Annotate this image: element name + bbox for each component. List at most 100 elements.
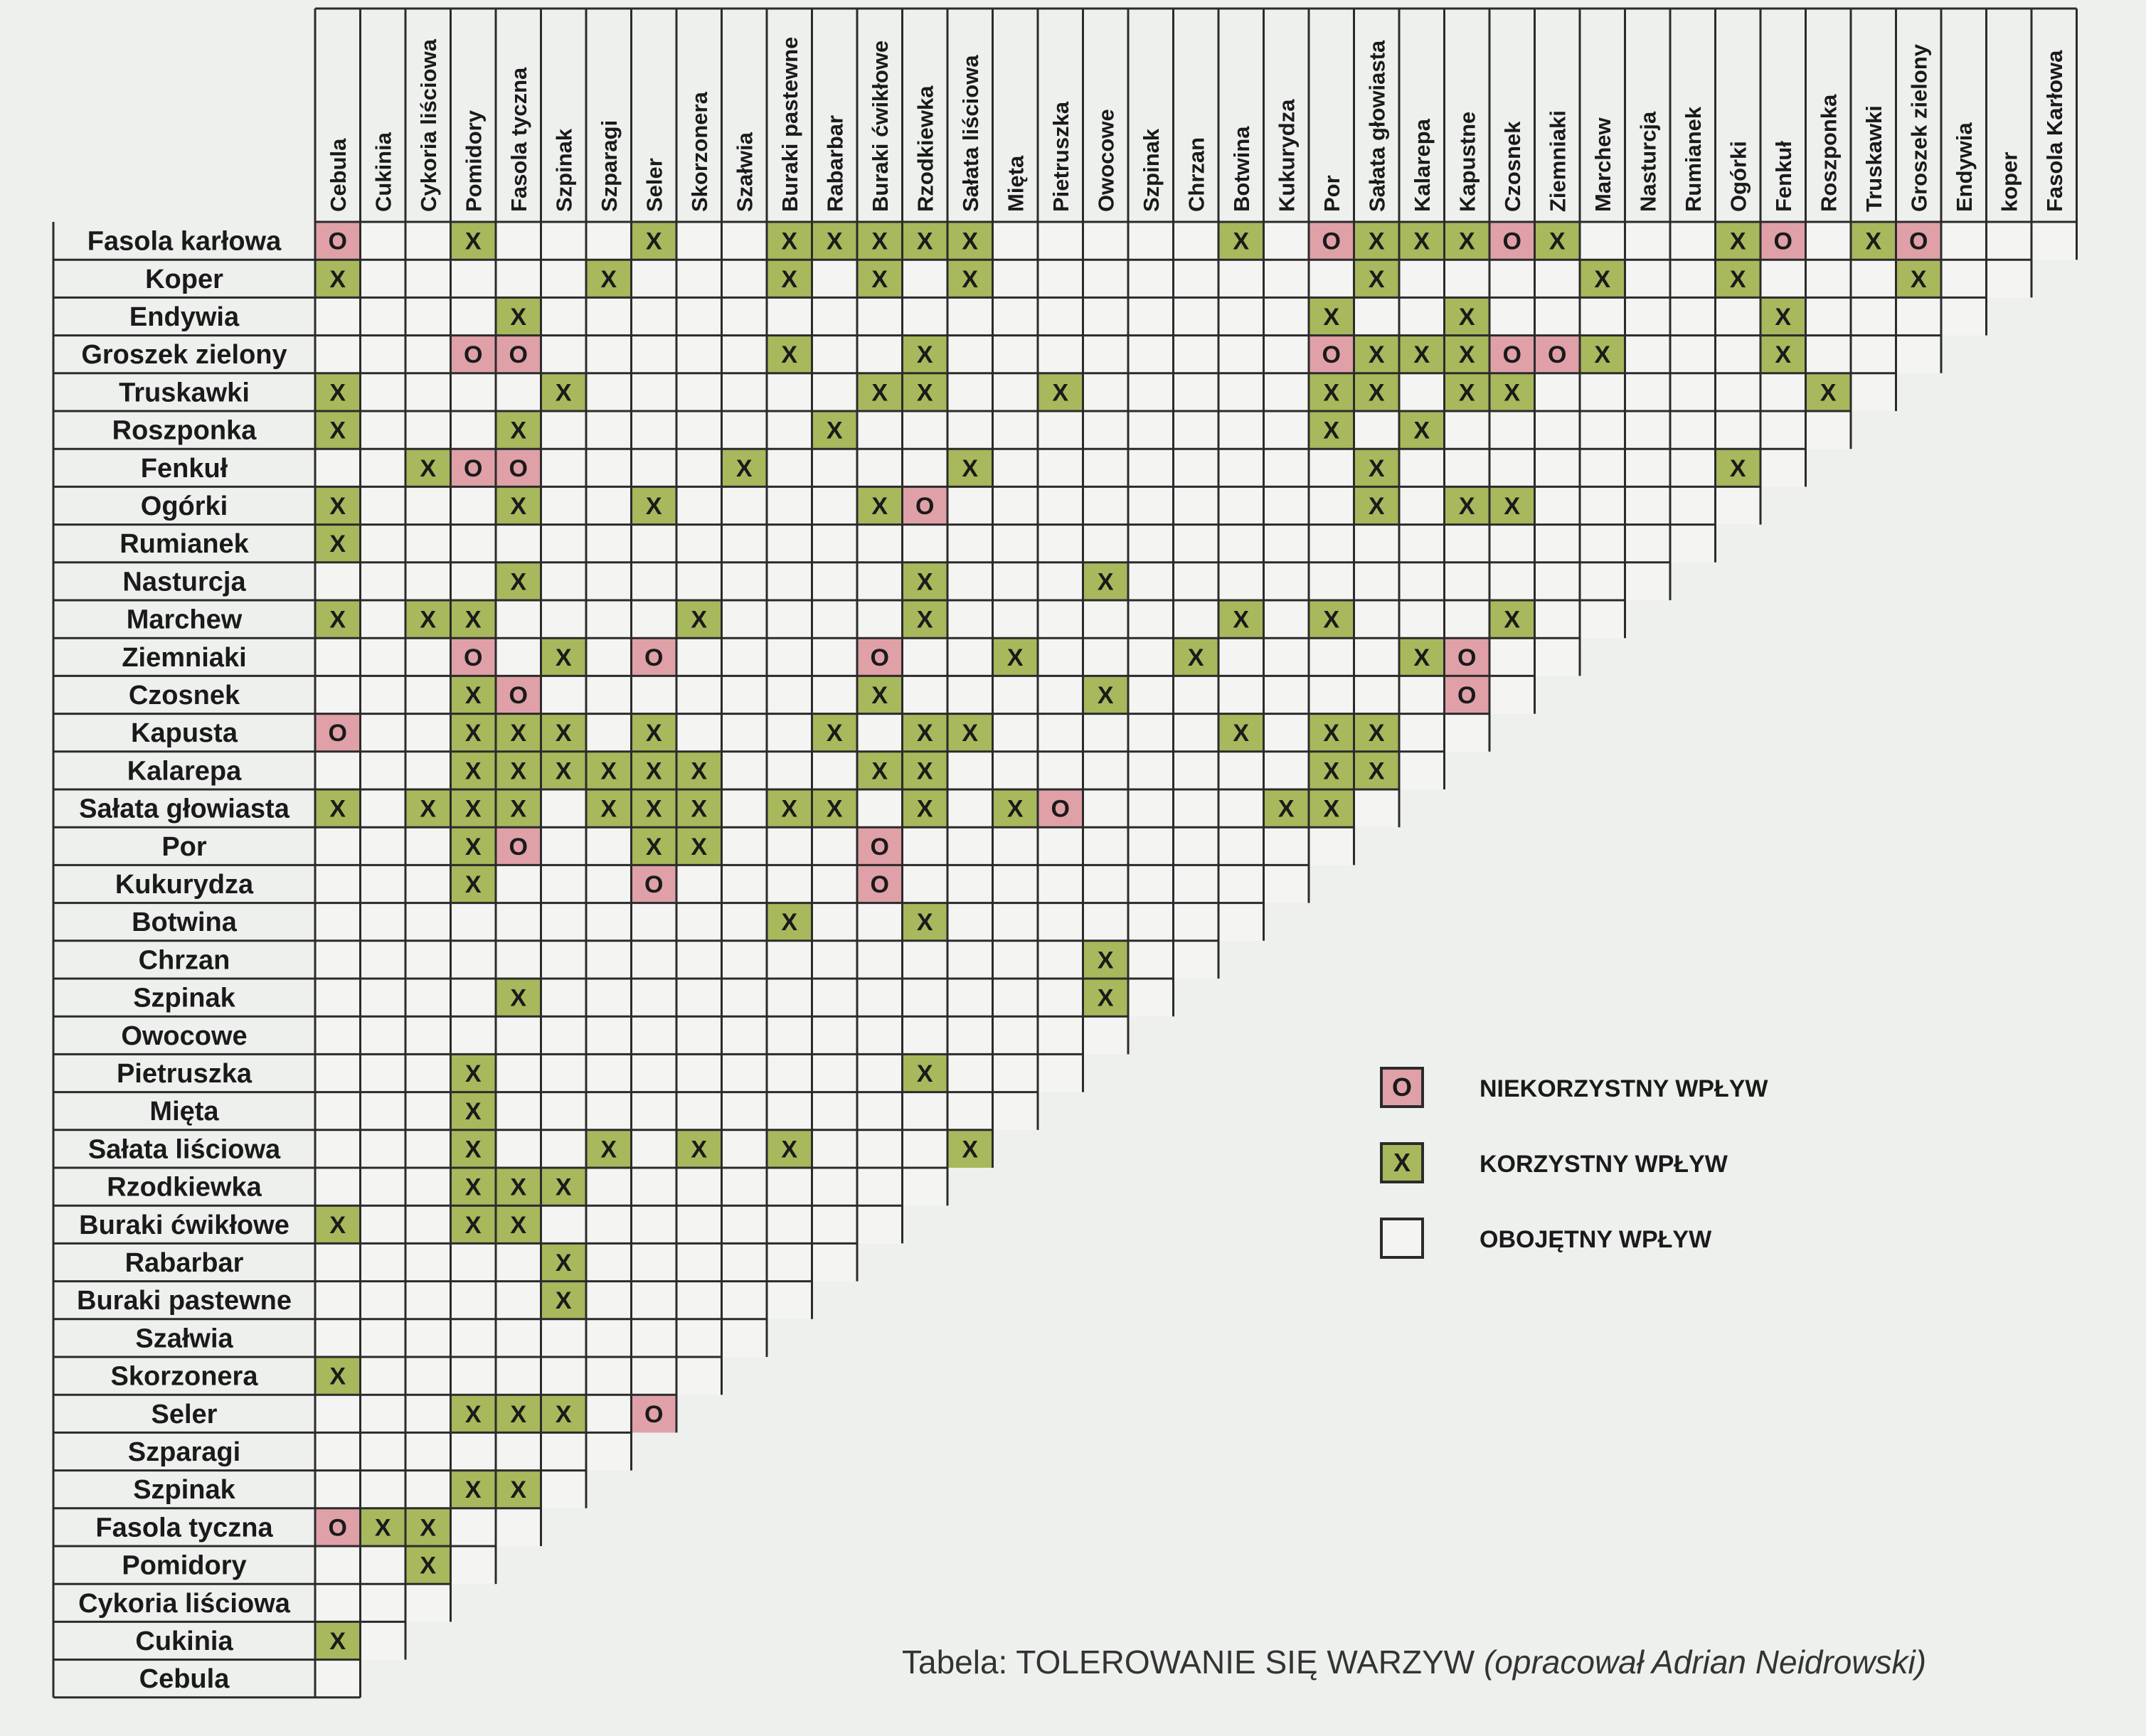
table-cell	[541, 865, 586, 903]
legend-item-neutral: OBOJĘTNY WPŁYW	[1380, 1218, 1878, 1262]
table-cell	[1263, 562, 1309, 600]
table-cell	[450, 260, 496, 298]
table-cell	[1625, 486, 1670, 525]
table-cell	[315, 1584, 361, 1622]
table-cell	[1399, 373, 1445, 411]
table-cell	[767, 600, 812, 639]
table-cell	[586, 979, 632, 1017]
table-cell	[1489, 260, 1535, 298]
table-cell	[450, 979, 496, 1017]
row-header: Szpinak	[133, 984, 235, 1013]
table-cell	[812, 373, 857, 411]
unfavorable-mark: O	[509, 834, 528, 861]
table-cell	[1309, 449, 1354, 487]
table-cell	[1399, 486, 1445, 525]
table-cell	[676, 865, 722, 903]
table-cell	[631, 222, 676, 260]
table-cell	[496, 1319, 541, 1357]
table-cell	[360, 1092, 405, 1130]
column-header: Buraki pastewne	[777, 37, 802, 212]
favorable-mark: X	[329, 417, 346, 444]
table-cell	[1263, 335, 1309, 373]
table-cell	[315, 865, 361, 903]
table-cell	[1489, 600, 1535, 639]
table-cell	[902, 865, 947, 903]
table-cell	[1309, 751, 1354, 789]
table-cell	[315, 789, 361, 828]
column-header: Ogórki	[1726, 141, 1751, 212]
table-cell	[315, 902, 361, 941]
row-header: Fasola karłowa	[87, 227, 282, 257]
favorable-mark: X	[962, 1136, 978, 1163]
table-cell	[992, 562, 1038, 600]
table-cell	[721, 1319, 767, 1357]
table-cell	[812, 1129, 857, 1168]
table-cell	[1038, 1054, 1083, 1092]
column-header: Fasola Karłowa	[2042, 50, 2067, 212]
table-cell	[676, 676, 722, 714]
table-cell	[1083, 486, 1128, 525]
favorable-mark: X	[962, 455, 978, 482]
table-cell	[1354, 486, 1399, 525]
table-cell	[405, 940, 451, 979]
table-cell	[405, 1016, 451, 1055]
table-cell	[360, 297, 405, 336]
row-header: Kukurydza	[115, 870, 254, 900]
table-cell	[676, 940, 722, 979]
table-cell	[1896, 297, 1941, 336]
favorable-mark: X	[329, 531, 346, 558]
table-cell	[450, 1432, 496, 1471]
table-cell	[496, 1205, 541, 1244]
column-header: Buraki ćwikłowe	[868, 41, 893, 212]
favorable-mark: X	[556, 1401, 572, 1428]
table-cell	[631, 524, 676, 563]
table-cell	[992, 713, 1038, 752]
column-header: Endywia	[1952, 122, 1977, 212]
column-header: Szpinak	[551, 128, 576, 212]
table-cell	[586, 751, 632, 789]
table-cell	[541, 600, 586, 639]
legend-neutral-swatch	[1380, 1218, 1424, 1259]
table-cell	[631, 1205, 676, 1244]
table-cell	[857, 676, 903, 714]
table-cell	[450, 1508, 496, 1546]
table-cell	[405, 1357, 451, 1395]
favorable-mark: X	[917, 228, 933, 255]
table-cell	[631, 638, 676, 676]
table-cell	[541, 1168, 586, 1206]
table-cell	[1354, 222, 1399, 260]
row-header: Buraki ćwikłowe	[79, 1210, 290, 1240]
favorable-mark: X	[465, 1401, 482, 1428]
table-cell	[857, 335, 903, 373]
row-header: Buraki pastewne	[77, 1286, 292, 1316]
table-cell	[857, 449, 903, 487]
table-cell	[676, 411, 722, 449]
table-cell	[812, 865, 857, 903]
favorable-mark: X	[510, 796, 526, 823]
row-headers: Fasola karłowa Koper Endywia Groszek zielon…	[77, 227, 292, 1695]
unfavorable-mark: O	[644, 1401, 663, 1428]
table-cell	[315, 335, 361, 373]
favorable-mark: X	[646, 493, 662, 520]
table-cell	[902, 676, 947, 714]
table-cell	[1173, 260, 1218, 298]
table-cell	[857, 979, 903, 1017]
favorable-mark: X	[691, 796, 707, 823]
table-cell	[947, 222, 993, 260]
table-cell	[1580, 486, 1625, 525]
table-cell	[405, 902, 451, 941]
row-header: Koper	[145, 265, 223, 294]
table-cell	[1218, 865, 1264, 903]
favorable-mark: X	[465, 1212, 482, 1239]
table-cell	[857, 827, 903, 866]
favorable-mark: X	[1413, 417, 1430, 444]
table-cell	[315, 562, 361, 600]
table-cell	[947, 827, 993, 866]
table-cell	[1941, 297, 1987, 336]
table-cell	[1805, 335, 1851, 373]
table-cell	[450, 1092, 496, 1130]
table-cell	[1354, 260, 1399, 298]
table-cell	[721, 827, 767, 866]
table-cell	[315, 1092, 361, 1130]
table-cell	[1218, 297, 1264, 336]
